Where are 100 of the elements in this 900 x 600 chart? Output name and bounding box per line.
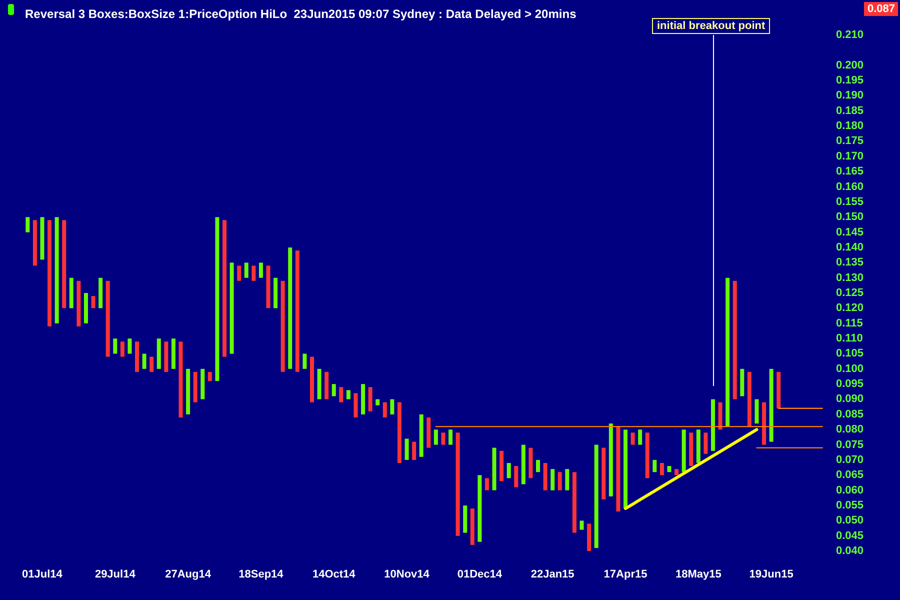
bar: [608, 424, 613, 496]
bar: [478, 475, 482, 542]
bar: [776, 372, 781, 408]
bar: [193, 372, 198, 402]
bar: [506, 462, 511, 478]
bar: [754, 399, 759, 424]
x-tick-label: 27Aug14: [165, 568, 212, 580]
x-tick-label: 14Oct14: [312, 568, 356, 580]
bar: [514, 466, 518, 488]
bar: [594, 444, 598, 548]
bar: [98, 278, 103, 308]
y-tick-label: 0.140: [836, 241, 864, 254]
bar: [704, 432, 708, 454]
bar: [186, 368, 190, 414]
bar: [382, 402, 387, 418]
bar: [616, 426, 620, 512]
bar: [572, 472, 576, 533]
y-tick-label: 0.145: [836, 226, 864, 238]
bar: [536, 460, 540, 472]
y-tick-label: 0.100: [836, 362, 864, 375]
bar: [580, 520, 584, 530]
x-tick-label: 01Dec14: [457, 568, 503, 580]
bar: [397, 402, 402, 463]
bar: [740, 368, 744, 396]
bar: [747, 372, 752, 427]
y-tick-label: 0.155: [836, 196, 864, 208]
bar: [587, 524, 592, 551]
y-tick-label: 0.175: [836, 135, 864, 148]
bar: [762, 402, 766, 445]
y-tick-label: 0.065: [836, 469, 864, 482]
bar: [171, 338, 176, 369]
bar: [624, 430, 628, 509]
y-tick-label: 0.050: [836, 514, 864, 527]
y-tick-label: 0.105: [836, 348, 864, 360]
bar: [26, 217, 30, 232]
bar: [156, 338, 161, 369]
y-tick-label: 0.165: [836, 166, 864, 178]
x-tick-label: 18May15: [675, 568, 722, 580]
bar: [62, 220, 66, 308]
bar: [346, 390, 350, 400]
bar: [274, 278, 278, 308]
bar: [652, 460, 657, 472]
bar: [200, 368, 205, 400]
y-tick-label: 0.180: [836, 120, 864, 132]
bar: [390, 399, 394, 414]
bar: [150, 356, 154, 372]
bar: [317, 368, 322, 400]
bar: [492, 448, 496, 490]
bar: [441, 432, 446, 445]
bar: [630, 432, 635, 445]
bar: [667, 466, 672, 472]
bar: [69, 278, 74, 308]
bar: [222, 220, 226, 357]
y-tick-label: 0.210: [836, 29, 864, 41]
bar: [470, 508, 474, 545]
x-tick-label: 18Sep14: [238, 568, 284, 580]
bar: [164, 342, 168, 372]
bar: [376, 399, 380, 406]
bar: [368, 387, 372, 412]
y-tick-label: 0.045: [836, 530, 864, 542]
bar: [113, 338, 118, 354]
y-tick-label: 0.125: [836, 287, 864, 299]
bar: [208, 372, 212, 382]
bar: [40, 217, 44, 260]
x-tick-label: 29Jul14: [94, 568, 136, 580]
x-tick-label: 17Apr15: [604, 568, 648, 580]
y-tick-label: 0.085: [836, 408, 864, 420]
bar: [484, 478, 489, 490]
bar: [543, 462, 548, 490]
y-tick-label: 0.040: [836, 545, 864, 557]
bar: [252, 266, 256, 281]
y-tick-label: 0.075: [836, 438, 864, 451]
bar: [295, 250, 300, 372]
y-tick-label: 0.200: [836, 59, 864, 72]
bar: [354, 393, 358, 418]
bar: [412, 442, 416, 460]
bar: [339, 387, 344, 402]
bar: [638, 430, 642, 445]
bar: [54, 217, 59, 324]
y-tick-label: 0.135: [836, 256, 864, 269]
bar: [404, 438, 409, 460]
x-tick-label: 10Nov14: [384, 568, 430, 580]
bar: [310, 356, 314, 402]
bar: [602, 448, 606, 500]
bar: [456, 432, 460, 536]
bar: [91, 296, 96, 308]
bar: [718, 402, 722, 430]
bar: [361, 384, 366, 414]
y-tick-label: 0.160: [836, 180, 864, 193]
y-tick-label: 0.090: [836, 393, 864, 406]
bar: [76, 280, 81, 326]
bar: [302, 354, 307, 369]
bar: [258, 262, 263, 278]
y-tick-label: 0.095: [836, 378, 864, 390]
y-tick-label: 0.110: [836, 332, 863, 345]
bar: [332, 384, 336, 396]
bar: [726, 278, 730, 427]
y-tick-label: 0.190: [836, 90, 864, 102]
y-tick-label: 0.195: [836, 74, 864, 87]
y-tick-label: 0.080: [836, 424, 864, 436]
